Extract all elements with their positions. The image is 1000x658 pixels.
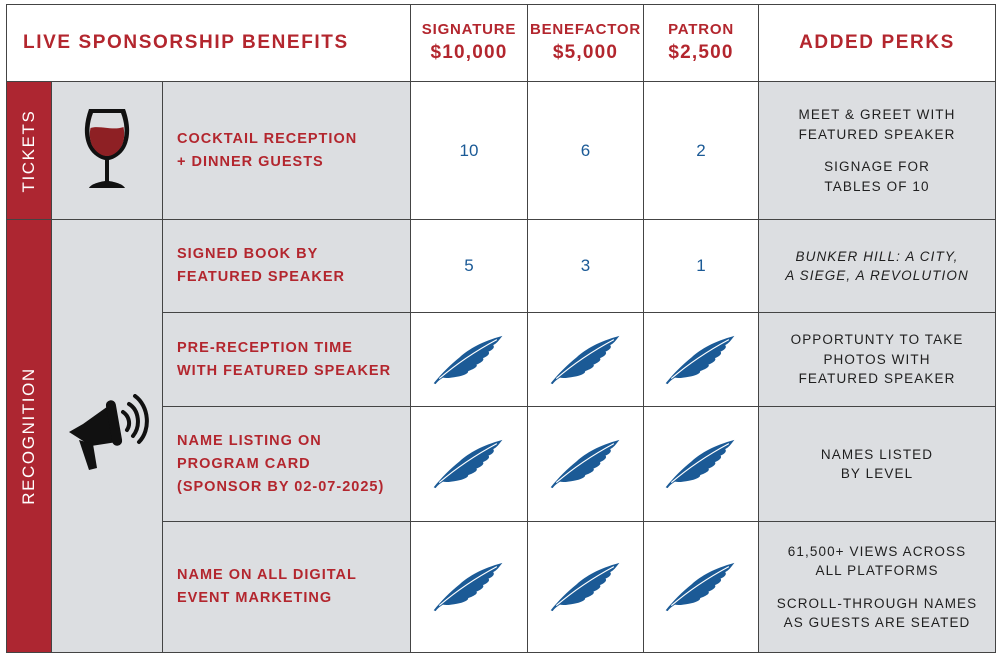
table-row: TICKETS COCKTAIL RECEPTION + DINNER GUES…	[6, 81, 997, 220]
perk-cell: OPPORTUNTY TO TAKE PHOTOS WITH FEATURED …	[758, 312, 997, 407]
megaphone-icon	[69, 393, 149, 470]
perk-line: SCROLL-THROUGH NAMES	[776, 595, 978, 611]
quill-icon	[431, 561, 507, 613]
benefit-line: PRE-RECEPTION TIME	[177, 339, 353, 356]
value-cell: 5	[410, 219, 529, 313]
header-row: LIVE SPONSORSHIP BENEFITS SIGNATURE $10,…	[5, 4, 997, 82]
value-cell	[527, 312, 645, 407]
benefit-cocktail-reception: COCKTAIL RECEPTION + DINNER GUESTS	[161, 81, 412, 220]
benefit-digital-marketing: NAME ON ALL DIGITAL EVENT MARKETING	[161, 521, 412, 653]
tier-name: SIGNATURE	[421, 21, 517, 38]
table-row: NAME ON ALL DIGITAL EVENT MARKETING 61,5…	[7, 521, 997, 653]
benefit-signed-book: SIGNED BOOK BY FEATURED SPEAKER	[161, 219, 412, 313]
perk-cell: 61,500+ VIEWS ACROSS ALL PLATFORMS SCROL…	[758, 521, 997, 653]
benefit-line: NAME ON ALL DIGITAL	[177, 567, 357, 583]
value-cell	[527, 521, 645, 653]
tier-price: $2,500	[668, 42, 734, 63]
benefit-program-card: NAME LISTING ON PROGRAM CARD (SPONSOR BY…	[161, 406, 412, 522]
tier-price: $10,000	[430, 42, 508, 63]
table-row: NAME LISTING ON PROGRAM CARD (SPONSOR BY…	[7, 406, 997, 522]
sponsorship-table: LIVE SPONSORSHIP BENEFITS SIGNATURE $10,…	[5, 4, 997, 653]
added-perks-heading: ADDED PERKS	[758, 4, 997, 82]
value-cell: 6	[527, 81, 645, 220]
perk-line: ALL PLATFORMS	[815, 563, 939, 578]
perk-line: FEATURED SPEAKER	[798, 126, 956, 142]
perk-line: TABLES OF 10	[824, 178, 930, 194]
perk-line: SIGNAGE FOR	[824, 159, 930, 174]
benefit-line: WITH FEATURED SPEAKER	[177, 362, 392, 379]
benefit-line: + DINNER GUESTS	[177, 153, 324, 170]
quill-icon	[663, 334, 739, 386]
perk-line: BUNKER HILL: A CITY,	[795, 248, 959, 264]
table-title: LIVE SPONSORSHIP BENEFITS	[5, 4, 412, 82]
quill-icon	[663, 438, 739, 490]
benefit-line: FEATURED SPEAKER	[177, 269, 345, 285]
value-cell	[643, 406, 760, 522]
quill-icon	[548, 334, 624, 386]
perk-line: MEET & GREET WITH	[798, 107, 956, 122]
tier-header-signature: SIGNATURE $10,000	[410, 4, 529, 82]
perk-line: FEATURED SPEAKER	[798, 371, 956, 387]
value-cell	[643, 312, 760, 407]
benefit-line: PROGRAM CARD	[177, 455, 311, 472]
value-cell	[410, 521, 529, 653]
recognition-icon-cell	[51, 219, 163, 653]
value-cell	[527, 406, 645, 522]
tier-name: BENEFACTOR	[529, 21, 642, 38]
perk-line: A SIEGE, A REVOLUTION	[785, 268, 969, 283]
perk-cell: MEET & GREET WITH FEATURED SPEAKER SIGNA…	[758, 81, 997, 220]
benefit-line: NAME LISTING ON	[177, 432, 322, 449]
quill-icon	[431, 438, 507, 490]
benefit-line: COCKTAIL RECEPTION	[177, 130, 358, 147]
quill-icon	[548, 561, 624, 613]
perk-line: 61,500+ VIEWS ACROSS	[787, 543, 967, 559]
quill-icon	[548, 438, 624, 490]
section-label-recognition: RECOGNITION	[6, 219, 52, 653]
benefit-line: EVENT MARKETING	[177, 590, 333, 606]
perk-line: NAMES LISTED	[820, 446, 934, 462]
value-cell	[410, 312, 529, 407]
perk-cell: BUNKER HILL: A CITY, A SIEGE, A REVOLUTI…	[758, 219, 997, 313]
perk-line: PHOTOS WITH	[823, 351, 931, 367]
perk-line: OPPORTUNTY TO TAKE	[790, 332, 964, 348]
value-cell: 3	[527, 219, 645, 313]
value-cell: 2	[643, 81, 760, 220]
tier-price: $5,000	[552, 42, 619, 63]
table-row: RECOGNITION SIGNED BOOK BY FEATURED SPEA…	[6, 219, 997, 653]
quill-icon	[663, 561, 739, 613]
value-cell	[410, 406, 529, 522]
benefit-line: SIGNED BOOK BY	[177, 246, 319, 262]
benefit-line: (SPONSOR BY 02-07-2025)	[177, 478, 385, 495]
section-label-text: TICKETS	[19, 109, 38, 192]
perk-line: BY LEVEL	[840, 466, 914, 481]
tier-header-benefactor: BENEFACTOR $5,000	[527, 4, 645, 82]
value-cell: 10	[410, 81, 529, 220]
perk-line: AS GUESTS ARE SEATED	[783, 615, 971, 630]
section-label-text: RECOGNITION	[19, 367, 38, 505]
value-cell	[643, 521, 760, 653]
tier-header-patron: PATRON $2,500	[643, 4, 760, 82]
value-cell: 1	[643, 219, 760, 313]
wine-glass-icon	[84, 109, 130, 188]
tier-name: PATRON	[668, 21, 734, 38]
section-label-tickets: TICKETS	[6, 81, 52, 220]
quill-icon	[431, 334, 507, 386]
perk-cell: NAMES LISTED BY LEVEL	[758, 406, 997, 522]
tickets-icon-cell	[51, 81, 163, 220]
benefit-pre-reception: PRE-RECEPTION TIME WITH FEATURED SPEAKER	[161, 312, 412, 407]
